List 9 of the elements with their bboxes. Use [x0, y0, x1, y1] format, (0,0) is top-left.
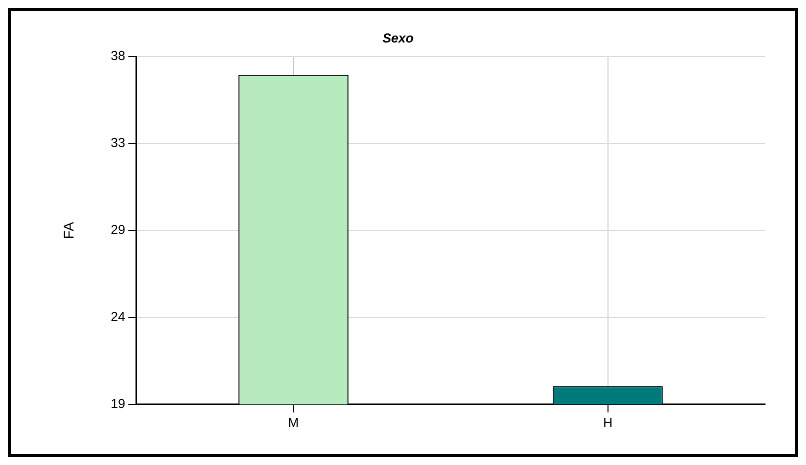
y-axis-title: FA [60, 221, 76, 240]
y-tick-label: 19 [110, 396, 126, 411]
y-tick-label: 29 [110, 222, 126, 238]
y-tick-label: 38 [110, 48, 126, 64]
x-tick-label: M [288, 414, 299, 430]
y-tick-label: 24 [110, 309, 126, 324]
x-tick-label: H [603, 414, 613, 430]
chart-title: Sexo [382, 30, 414, 46]
y-tick-label: 33 [110, 135, 126, 150]
